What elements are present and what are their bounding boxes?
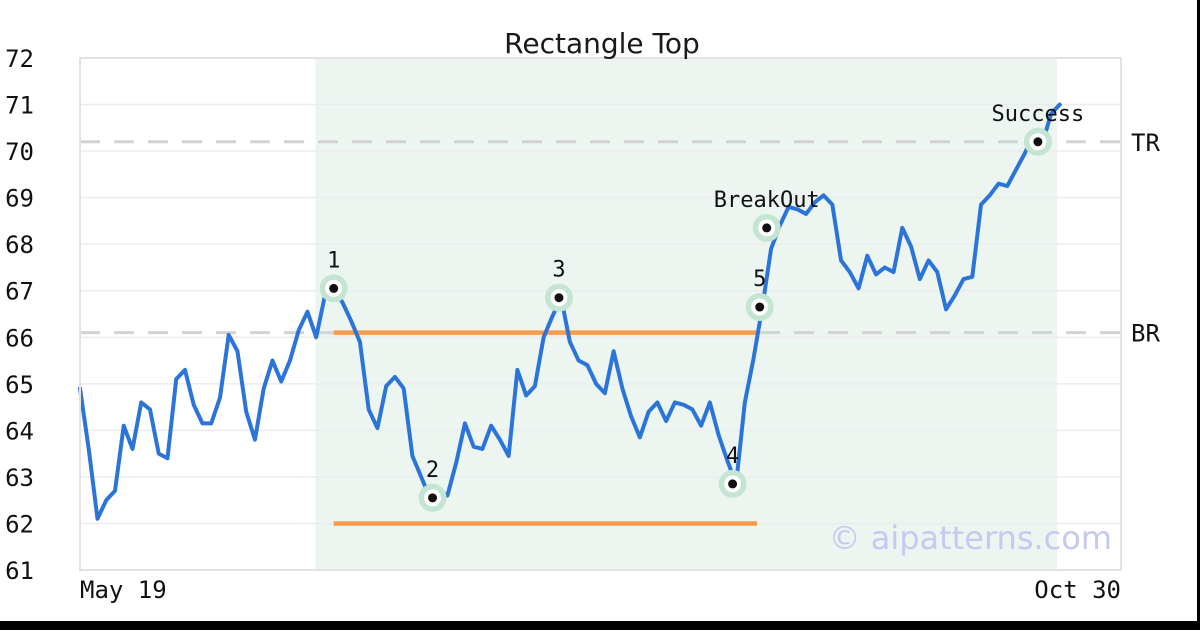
y-tick-label: 69 <box>5 185 34 213</box>
level-label-tr: TR <box>1131 129 1160 157</box>
marker-dot <box>728 479 738 489</box>
frame-bottom-bar <box>0 621 1200 630</box>
level-labels: TR BR <box>1131 129 1160 348</box>
marker-dot <box>428 493 438 503</box>
marker-dot <box>1033 137 1043 147</box>
y-tick-label: 63 <box>5 464 34 492</box>
price-line <box>78 102 1062 521</box>
pattern-zone-layer <box>315 58 1058 570</box>
annotation-layer: 1 2 3 4 5 BreakOut Success <box>327 102 1084 483</box>
level-label-br: BR <box>1131 320 1160 348</box>
price-line-layer <box>78 102 1062 521</box>
y-axis-labels: 61 62 63 64 65 66 67 68 69 70 71 72 <box>5 45 34 585</box>
x-tick-first: May 19 <box>80 576 167 604</box>
x-tick-last: Oct 30 <box>1034 576 1121 604</box>
y-tick-label: 61 <box>5 557 34 585</box>
marker-dot <box>329 283 339 293</box>
y-tick-label: 71 <box>5 92 34 120</box>
marker-label-2: 2 <box>426 458 439 483</box>
y-tick-label: 62 <box>5 510 34 538</box>
y-tick-label: 64 <box>5 417 34 445</box>
marker-label-success: Success <box>992 102 1085 127</box>
marker-dot <box>762 223 772 233</box>
y-tick-label: 67 <box>5 278 34 306</box>
marker-label-4: 4 <box>726 444 739 469</box>
plot-border <box>79 57 1122 571</box>
marker-label-3: 3 <box>552 258 565 283</box>
pattern-zone <box>315 58 1058 570</box>
marker-layer <box>319 127 1052 512</box>
chart-title: Rectangle Top <box>504 27 700 60</box>
marker-dot <box>554 293 564 303</box>
marker-dot <box>755 302 765 312</box>
y-tick-label: 68 <box>5 231 34 259</box>
watermark: © aipatterns.com <box>829 519 1112 557</box>
marker-label-1: 1 <box>327 248 340 273</box>
y-tick-label: 65 <box>5 371 34 399</box>
y-tick-label: 70 <box>5 138 34 166</box>
marker-label-5: 5 <box>753 267 766 292</box>
marker-label-breakout: BreakOut <box>714 188 820 213</box>
y-tick-label: 72 <box>5 45 34 73</box>
frame-right-bar <box>1197 0 1200 630</box>
y-tick-label: 66 <box>5 324 34 352</box>
